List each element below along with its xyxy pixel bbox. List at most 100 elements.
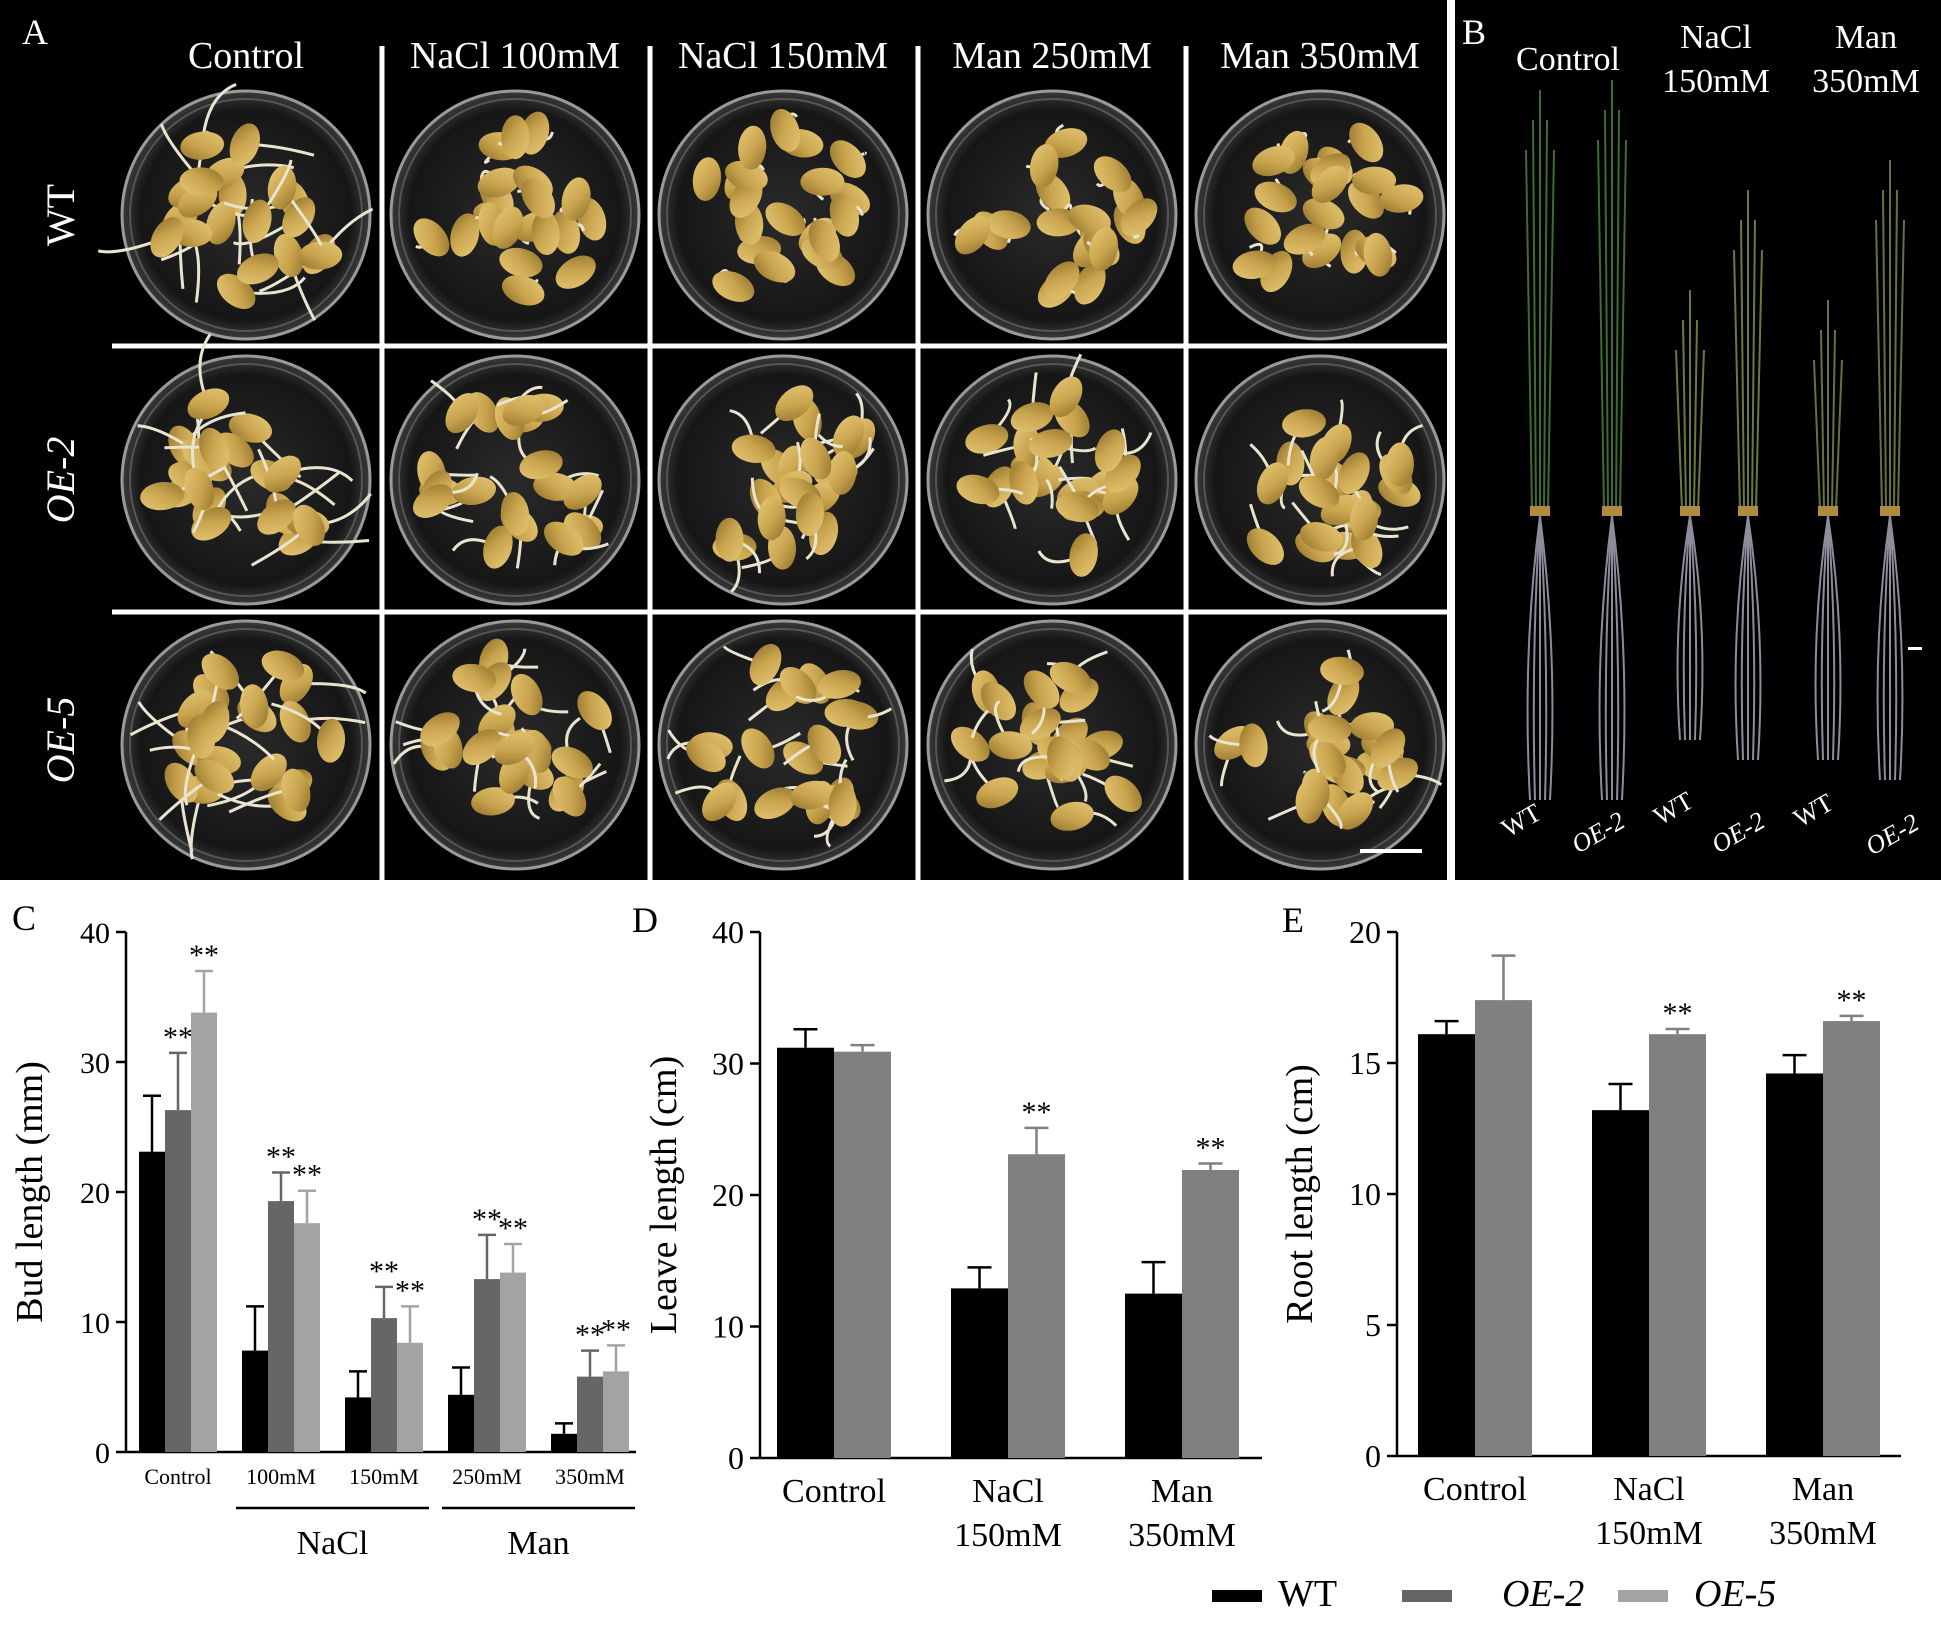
- seed: [817, 669, 862, 699]
- seed: [510, 673, 543, 716]
- seed: [715, 517, 744, 562]
- seed: [976, 777, 1019, 809]
- seed: [180, 131, 225, 160]
- seed: [1301, 768, 1330, 813]
- seed: [988, 731, 1033, 760]
- root: [1682, 515, 1691, 741]
- leaf-blade: [1755, 249, 1763, 511]
- seed: [293, 504, 326, 546]
- petri-dish-rim: [666, 98, 900, 332]
- scale-bar-a: [1360, 849, 1422, 853]
- category-label: Man: [1792, 1471, 1854, 1508]
- bar-oe-2: [1823, 1021, 1880, 1456]
- seed: [1089, 227, 1119, 271]
- legend-label-oe2: OE-2: [1502, 1573, 1584, 1615]
- y-tick-label: 15: [1349, 1045, 1381, 1081]
- petri-dish-rim: [1203, 628, 1437, 862]
- bar-wt: [1418, 1034, 1475, 1456]
- seed: [807, 724, 842, 765]
- seed: [140, 481, 185, 511]
- panel-a-col-man250: Man 250mM: [952, 35, 1152, 77]
- bar-oe-2: [474, 1279, 500, 1452]
- bar-oe-2: [1182, 1170, 1239, 1458]
- seed: [1009, 461, 1039, 505]
- bar-wt: [951, 1288, 1008, 1458]
- seed: [237, 253, 279, 285]
- seed: [950, 726, 990, 762]
- seed: [194, 759, 235, 794]
- group-label: Man: [507, 1525, 569, 1562]
- y-tick-label: 5: [1365, 1307, 1381, 1343]
- category-label: 100mM: [246, 1464, 316, 1489]
- significance-mark: **: [163, 1021, 193, 1054]
- seed: [261, 650, 305, 681]
- petri-dish-rim: [935, 363, 1169, 597]
- seed: [1094, 429, 1125, 472]
- root: [1689, 515, 1698, 741]
- panel-a-row-wt: WT: [38, 184, 83, 246]
- leaf-blade: [1525, 149, 1533, 511]
- leaf-blade: [1897, 219, 1905, 511]
- seed: [420, 712, 460, 747]
- y-tick-label: 0: [1365, 1438, 1381, 1474]
- legend-swatch-oe5: [1618, 1590, 1668, 1602]
- seed: [298, 241, 343, 270]
- seed: [199, 700, 230, 744]
- seed-node: [1818, 506, 1838, 516]
- petri-dish-rim: [398, 363, 632, 597]
- seed: [228, 413, 272, 443]
- seed: [316, 718, 346, 763]
- petri-dish-rim: [935, 98, 1169, 332]
- leaf-blade: [1740, 219, 1745, 511]
- leaf-blade: [1597, 139, 1605, 511]
- root: [1740, 515, 1749, 761]
- seed: [686, 738, 726, 773]
- bar-wt: [1766, 1073, 1823, 1456]
- seed: [749, 643, 782, 686]
- seed: [1244, 207, 1282, 245]
- seed: [494, 731, 535, 766]
- significance-mark: **: [1022, 1096, 1052, 1129]
- seed: [205, 201, 236, 245]
- category-label: 150mM: [954, 1517, 1062, 1554]
- seed: [775, 385, 814, 422]
- seed: [770, 109, 801, 152]
- seed: [501, 275, 545, 306]
- leaf-blade: [1733, 249, 1741, 511]
- root: [1532, 515, 1541, 801]
- leaf-blade: [1875, 219, 1883, 511]
- seed: [179, 167, 224, 196]
- bar-wt: [345, 1397, 371, 1452]
- significance-mark: **: [1837, 984, 1867, 1017]
- seed: [956, 474, 1000, 505]
- bar-wt: [1592, 1110, 1649, 1456]
- y-tick-label: 40: [80, 917, 110, 950]
- seed: [1254, 181, 1297, 213]
- seed: [1320, 656, 1364, 686]
- y-axis-label: Bud length (mm): [9, 1061, 51, 1323]
- root: [1539, 515, 1554, 801]
- panel-b-letter: B: [1462, 12, 1486, 52]
- root: [1827, 515, 1842, 761]
- leaf-blade: [1697, 349, 1705, 511]
- seed: [1338, 452, 1370, 494]
- significance-mark: **: [575, 1319, 605, 1352]
- bar-oe-2: [165, 1110, 191, 1452]
- root: [1820, 515, 1829, 761]
- seed: [800, 437, 832, 480]
- chart-leave-length: 0 10 20 30 40 Leave length (cm) Control ** NaCl 1…: [643, 914, 1262, 1554]
- leaf-blade: [1619, 139, 1627, 511]
- seed: [242, 199, 272, 243]
- seed: [551, 746, 593, 779]
- bar-wt: [242, 1350, 268, 1452]
- seed: [702, 782, 737, 822]
- petri-dish-rim: [1203, 98, 1437, 332]
- bar-oe-5: [603, 1371, 629, 1452]
- seed: [1049, 661, 1092, 694]
- seed: [1252, 145, 1295, 177]
- seed: [1093, 156, 1132, 193]
- seed: [201, 653, 240, 690]
- scale-bar-b: [1908, 647, 1922, 650]
